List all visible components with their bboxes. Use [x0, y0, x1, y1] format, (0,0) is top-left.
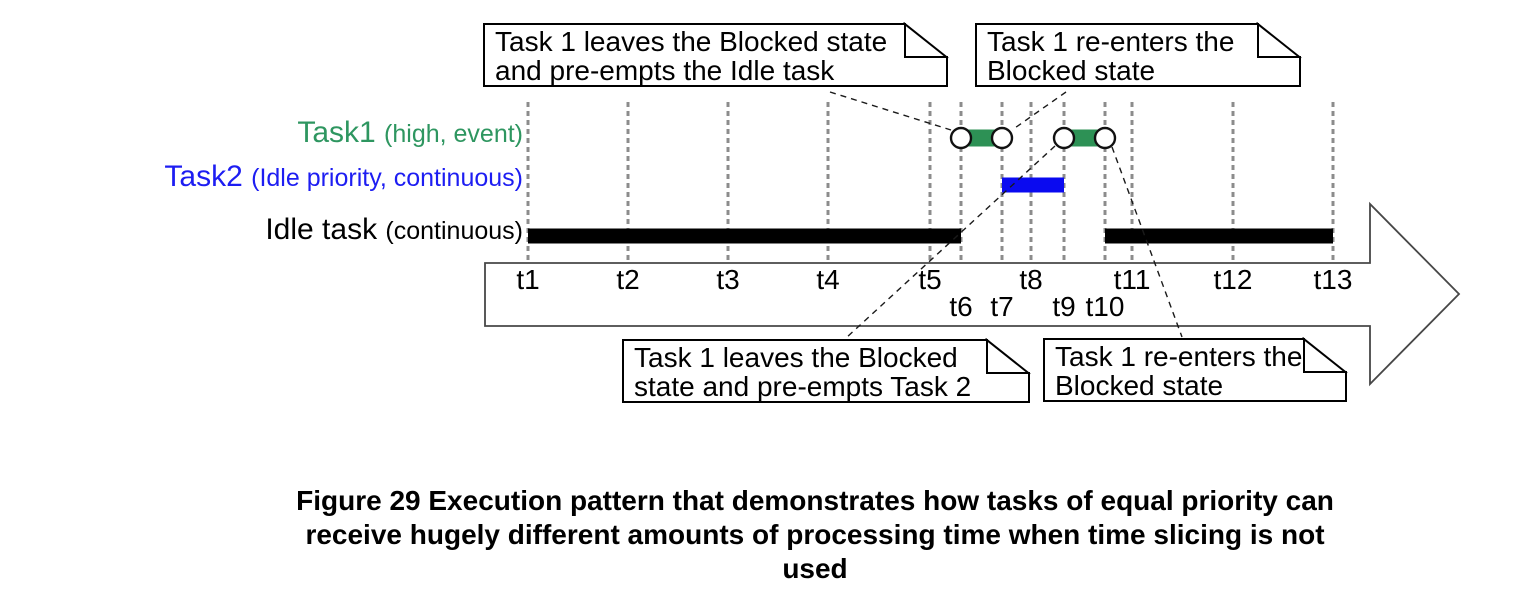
- time-label-t6: t6: [949, 291, 973, 322]
- time-label-t7: t7: [990, 291, 1014, 322]
- row-label-task1: Task1 (high, event): [0, 116, 523, 151]
- event-marker-t7: [990, 126, 1014, 150]
- caption-line-3: used: [782, 553, 848, 584]
- event-marker-t6: [949, 126, 973, 150]
- leader-line-3: [845, 145, 1056, 339]
- time-label-t1: t1: [516, 264, 540, 295]
- leader-line-4: [1111, 146, 1183, 338]
- callout-text: Blocked state: [1055, 370, 1224, 401]
- task1-priority-detail: (high, event): [384, 120, 523, 148]
- folded-corner-icon: [904, 23, 948, 58]
- callout-text: and pre-empts the Idle task: [495, 55, 835, 86]
- time-label-t11: t11: [1113, 264, 1151, 295]
- leader-line-1: [829, 91, 952, 131]
- time-label-t9: t9: [1052, 291, 1076, 322]
- time-label-t2: t2: [616, 264, 640, 295]
- task2-priority-detail: (Idle priority, continuous): [251, 164, 523, 192]
- event-marker-t10: [1093, 126, 1117, 150]
- leader-line-2: [1011, 91, 1067, 131]
- time-label-t12: t12: [1213, 264, 1253, 295]
- caption-line-2: receive hugely different amounts of proc…: [305, 519, 1325, 550]
- task2-name: Task2: [164, 160, 243, 193]
- time-label-t13: t13: [1313, 264, 1353, 295]
- figure-caption: Figure 29 Execution pattern that demonst…: [95, 484, 1530, 586]
- folded-corner-icon: [1257, 23, 1301, 58]
- callout-text: Task 1 leaves the Blocked state: [495, 26, 888, 57]
- event-marker-t9: [1052, 126, 1076, 150]
- idle-task-name: Idle task: [265, 213, 378, 246]
- time-label-t4: t4: [816, 264, 840, 295]
- callout-top-left: Task 1 leaves the Blocked state and pre-…: [483, 23, 948, 87]
- time-label-t3: t3: [716, 264, 740, 295]
- time-axis-arrow: [484, 201, 1461, 387]
- folded-corner-icon: [1303, 338, 1347, 373]
- time-label-t5: t5: [918, 264, 942, 295]
- callout-top-right: Task 1 re-enters the Blocked state: [975, 23, 1301, 87]
- callout-text: Task 1 leaves the Blocked: [634, 342, 958, 373]
- task1-name: Task1: [297, 116, 376, 149]
- execution-bar-task2-t7-t9: [1002, 177, 1064, 193]
- bars-and-leaders-layer: [528, 91, 1333, 339]
- callout-text: state and pre-empts Task 2: [634, 371, 972, 402]
- caption-line-1: Figure 29 Execution pattern that demonst…: [296, 485, 1334, 516]
- callout-text: Task 1 re-enters the: [987, 26, 1235, 57]
- callout-bottom-right: Task 1 re-enters the Blocked state: [1043, 338, 1347, 402]
- idle-task-priority-detail: (continuous): [385, 217, 523, 245]
- time-label-t8: t8: [1019, 264, 1043, 295]
- row-label-task2: Task2 (Idle priority, continuous): [0, 160, 523, 195]
- execution-bar-idle-t10-t13: [1105, 228, 1333, 244]
- execution-bar-idle-t1-t6: [528, 228, 961, 244]
- row-label-idle-task: Idle task (continuous): [0, 213, 523, 248]
- folded-corner-icon: [986, 339, 1030, 374]
- callout-bottom-left: Task 1 leaves the Blocked state and pre-…: [622, 339, 1030, 403]
- callout-text: Blocked state: [987, 55, 1156, 86]
- time-label-t10: t10: [1085, 291, 1125, 322]
- callout-text: Task 1 re-enters the: [1055, 341, 1303, 372]
